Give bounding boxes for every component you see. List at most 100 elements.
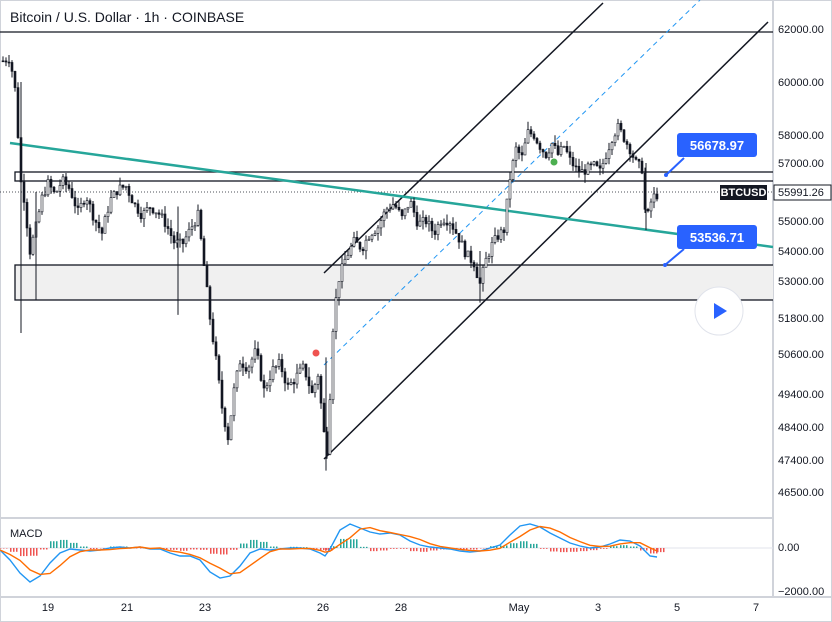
macd-line — [0, 523, 658, 583]
candle-body — [583, 169, 587, 175]
candle-body — [451, 223, 455, 230]
candle-body — [271, 366, 275, 380]
price-tick: 51800.00 — [778, 313, 824, 325]
candle-body — [328, 399, 332, 455]
candle-body — [262, 380, 266, 389]
channel-upper-line[interactable] — [323, 2, 604, 274]
chart-title[interactable]: Bitcoin / U.S. Dollar · 1h · COINBASE — [10, 9, 244, 25]
support-zone[interactable] — [14, 264, 775, 301]
candle-body — [445, 222, 449, 226]
candle-body — [199, 209, 203, 239]
candle-body — [466, 250, 470, 258]
candle-body — [235, 370, 239, 389]
candle-body — [178, 238, 182, 241]
macd-histogram-bar — [470, 548, 472, 550]
candle-body — [532, 133, 536, 139]
macd-tick: −2000.00 — [778, 586, 824, 598]
current-price-tag[interactable]: BTCUSD 55991.26 — [720, 184, 832, 201]
candle-body — [187, 228, 191, 238]
candle-body — [106, 211, 110, 217]
candle-body — [28, 227, 32, 255]
buy-signal-dot — [550, 158, 558, 166]
price-tick: 47400.00 — [778, 455, 824, 467]
macd-histogram-bar — [316, 548, 318, 549]
macd-histogram-bar — [360, 546, 362, 548]
callout-low[interactable]: 53536.71 — [663, 225, 757, 267]
macd-histogram-bar — [366, 546, 368, 548]
candle-body — [151, 207, 155, 214]
candle-body — [160, 213, 164, 216]
candle-body — [388, 208, 392, 211]
candle-body — [220, 379, 224, 409]
macd-histogram-bar — [616, 546, 618, 548]
price-axis-pane[interactable] — [773, 0, 832, 597]
macd-histogram-bar — [363, 546, 365, 548]
time-label: 21 — [121, 602, 133, 614]
macd-histogram-bar — [460, 548, 462, 550]
macd-histogram-bar — [520, 541, 522, 548]
macd-histogram-bar — [226, 548, 228, 555]
candle-body — [349, 245, 353, 256]
macd-histogram-bar — [250, 539, 252, 548]
macd-histogram-bar — [328, 548, 330, 551]
macd-histogram-bar — [400, 548, 402, 549]
candle-body — [598, 165, 602, 169]
candle-body — [97, 222, 101, 229]
candle-body — [460, 240, 464, 243]
macd-histogram-bar — [200, 548, 202, 550]
macd-histogram-bar — [566, 548, 568, 553]
candle-body — [307, 376, 311, 387]
candle-body — [253, 348, 257, 360]
macd-histogram-bar — [550, 548, 552, 552]
macd-histogram-bar — [600, 548, 602, 549]
macd-histogram-bar — [410, 548, 412, 552]
candle-body — [490, 241, 494, 257]
price-tick: 49400.00 — [778, 389, 824, 401]
callout-high[interactable]: 56678.97 — [664, 133, 757, 177]
channel-lower-line[interactable] — [323, 21, 769, 460]
descending-trendline[interactable] — [9, 141, 773, 249]
macd-histogram-bar — [243, 543, 245, 548]
candle-body — [244, 367, 248, 372]
macd-histogram-bar — [206, 548, 208, 550]
main-pane[interactable] — [0, 0, 773, 518]
macd-histogram-bar — [573, 548, 575, 552]
price-tick: 46500.00 — [778, 487, 824, 499]
macd-histogram-bar — [103, 548, 105, 549]
candle-body — [487, 256, 491, 259]
candle-body — [439, 223, 443, 226]
candle-body — [133, 202, 137, 205]
macd-histogram-bar — [430, 548, 432, 551]
callout-high-label: 56678.97 — [690, 138, 744, 153]
replay-button[interactable] — [694, 286, 744, 336]
candlestick-series — [1, 55, 659, 471]
sell-signal-dot — [312, 349, 320, 357]
candle-body — [223, 407, 227, 428]
macd-histogram-bar — [583, 548, 585, 552]
time-label: 19 — [42, 602, 54, 614]
candle-body — [142, 210, 146, 220]
macd-histogram-bar — [66, 539, 68, 548]
time-axis-labels: 19 21 23 26 28 May 3 5 7 — [42, 602, 759, 614]
ticker-badge — [720, 185, 767, 200]
macd-histogram-bar — [140, 548, 142, 549]
macd-histogram-bar — [436, 548, 438, 551]
candle-body — [274, 366, 278, 368]
resistance-zone[interactable] — [14, 171, 775, 182]
macd-histogram-bar — [403, 548, 405, 549]
candle-body — [103, 216, 107, 234]
macd-histogram-bar — [530, 543, 532, 548]
candle-body — [94, 219, 98, 223]
macd-pane[interactable] — [0, 518, 773, 597]
candle-body — [544, 151, 548, 159]
macd-histogram-bar — [586, 548, 588, 552]
channel-middle-dashed-line[interactable] — [323, 0, 701, 366]
price-tick: 53000.00 — [778, 276, 824, 288]
macd-histogram-bar — [533, 543, 535, 548]
candle-body — [316, 375, 320, 385]
macd-histogram-bar — [483, 548, 485, 549]
macd-histogram-bar — [23, 548, 25, 557]
macd-histogram-bar — [610, 546, 612, 548]
candle-body — [436, 224, 440, 235]
